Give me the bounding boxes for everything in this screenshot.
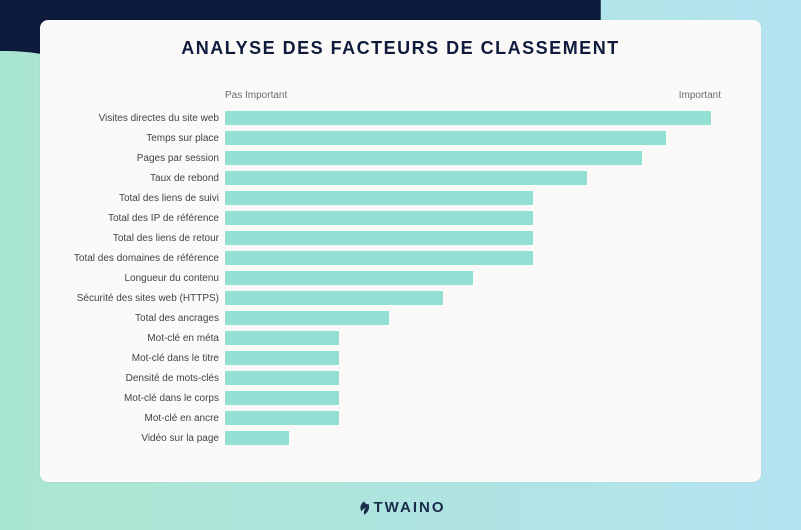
- bar-fill: [225, 391, 339, 405]
- bar-label: Total des IP de référence: [40, 213, 225, 224]
- bar-fill: [225, 231, 533, 245]
- bar-fill: [225, 371, 339, 385]
- axis-label-right: Important: [679, 90, 721, 101]
- bar-row: Total des ancrages: [40, 308, 721, 328]
- bar-track: [225, 148, 721, 168]
- bar-label: Temps sur place: [40, 133, 225, 144]
- bar-track: [225, 208, 721, 228]
- brand-text: TWAINO: [374, 499, 446, 516]
- bar-row: Total des liens de retour: [40, 228, 721, 248]
- bar-fill: [225, 151, 642, 165]
- bar-row: Total des domaines de référence: [40, 248, 721, 268]
- bar-track: [225, 368, 721, 388]
- axis-label-left: Pas Important: [225, 90, 287, 101]
- bar-fill: [225, 191, 533, 205]
- bar-track: [225, 348, 721, 368]
- bar-fill: [225, 351, 339, 365]
- bar-track: [225, 408, 721, 428]
- chart-card: ANALYSE DES FACTEURS DE CLASSEMENT Pas I…: [40, 20, 761, 482]
- bar-row: Mot-clé dans le corps: [40, 388, 721, 408]
- bar-fill: [225, 171, 587, 185]
- bar-label: Densité de mots-clés: [40, 373, 225, 384]
- leaf-icon: [356, 500, 372, 516]
- bar-row: Temps sur place: [40, 128, 721, 148]
- bar-row: Mot-clé en méta: [40, 328, 721, 348]
- bar-fill: [225, 111, 711, 125]
- bar-track: [225, 428, 721, 448]
- bar-track: [225, 128, 721, 148]
- bar-label: Taux de rebond: [40, 173, 225, 184]
- bar-track: [225, 248, 721, 268]
- bar-track: [225, 288, 721, 308]
- bar-label: Mot-clé en ancre: [40, 413, 225, 424]
- brand-logo: TWAINO: [0, 499, 801, 516]
- bar-track: [225, 388, 721, 408]
- bar-track: [225, 268, 721, 288]
- bar-fill: [225, 291, 443, 305]
- bar-track: [225, 188, 721, 208]
- bar-row: Visites directes du site web: [40, 108, 721, 128]
- bar-row: Total des IP de référence: [40, 208, 721, 228]
- bar-label: Sécurité des sites web (HTTPS): [40, 293, 225, 304]
- bar-track: [225, 228, 721, 248]
- bar-label: Vidéo sur la page: [40, 433, 225, 444]
- bar-label: Total des domaines de référence: [40, 253, 225, 264]
- bar-track: [225, 328, 721, 348]
- bar-label: Mot-clé en méta: [40, 333, 225, 344]
- bar-row: Taux de rebond: [40, 168, 721, 188]
- bar-row: Mot-clé en ancre: [40, 408, 721, 428]
- bar-track: [225, 108, 721, 128]
- bar-row: Total des liens de suivi: [40, 188, 721, 208]
- bar-row: Longueur du contenu: [40, 268, 721, 288]
- bar-label: Visites directes du site web: [40, 113, 225, 124]
- bar-label: Total des liens de suivi: [40, 193, 225, 204]
- bar-row: Vidéo sur la page: [40, 428, 721, 448]
- bar-label: Total des ancrages: [40, 313, 225, 324]
- chart-title: ANALYSE DES FACTEURS DE CLASSEMENT: [40, 38, 761, 59]
- bar-row: Pages par session: [40, 148, 721, 168]
- bar-fill: [225, 271, 473, 285]
- bar-label: Total des liens de retour: [40, 233, 225, 244]
- bar-fill: [225, 431, 289, 445]
- bar-fill: [225, 411, 339, 425]
- chart-area: Pas Important Important Visites directes…: [40, 108, 721, 462]
- bar-label: Longueur du contenu: [40, 273, 225, 284]
- bar-rows-container: Visites directes du site web Temps sur pl…: [40, 108, 721, 448]
- bar-fill: [225, 131, 666, 145]
- bar-row: Densité de mots-clés: [40, 368, 721, 388]
- bar-row: Mot-clé dans le titre: [40, 348, 721, 368]
- bar-label: Mot-clé dans le corps: [40, 393, 225, 404]
- bar-track: [225, 168, 721, 188]
- bar-row: Sécurité des sites web (HTTPS): [40, 288, 721, 308]
- bar-track: [225, 308, 721, 328]
- bar-fill: [225, 251, 533, 265]
- bar-fill: [225, 331, 339, 345]
- bar-label: Mot-clé dans le titre: [40, 353, 225, 364]
- bar-label: Pages par session: [40, 153, 225, 164]
- bar-fill: [225, 211, 533, 225]
- bar-fill: [225, 311, 389, 325]
